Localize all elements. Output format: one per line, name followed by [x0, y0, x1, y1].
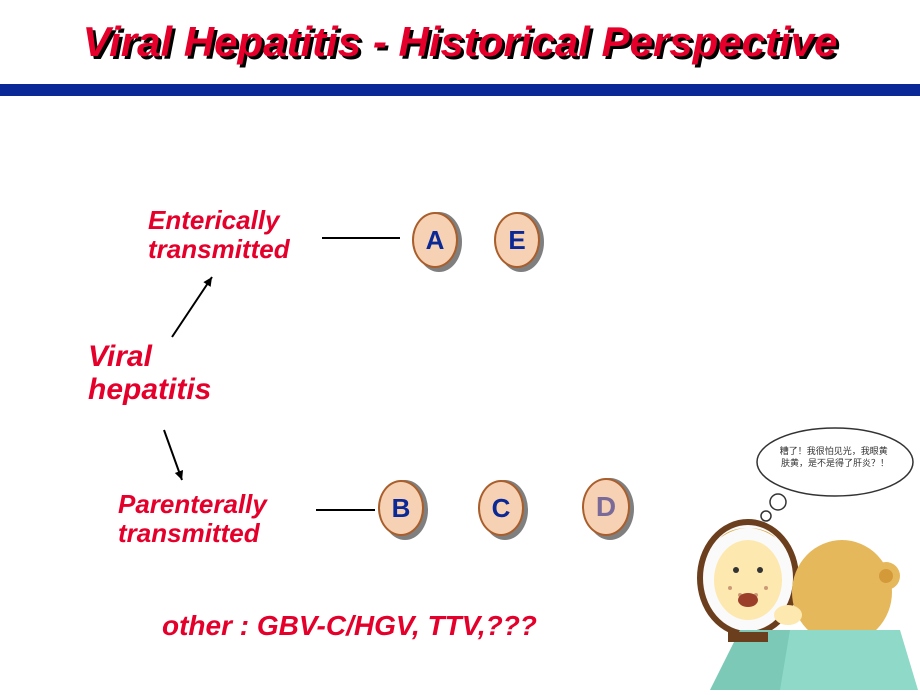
hepatitis-node-b: B [378, 480, 424, 536]
root-label: Viralhepatitis [88, 340, 211, 406]
slide-title: Viral Hepatitis - Historical Perspective [0, 0, 920, 66]
branch-parenteral-label: Parenterallytransmitted [118, 490, 267, 547]
connector-line [316, 509, 375, 511]
divider-bar [0, 84, 920, 96]
cartoon-illustration: 糟了！我很怕见光，我眼黄 肤黄，是不是得了肝炎？！ [670, 420, 920, 690]
hepatitis-node-c: C [478, 480, 524, 536]
arrow-icon [166, 271, 218, 343]
branch-enteric-label: Entericallytransmitted [148, 206, 290, 263]
other-viruses-line: other : GBV-C/HGV, TTV,??? [162, 610, 537, 642]
hepatitis-node-d: D [582, 478, 630, 536]
hepatitis-node-e: E [494, 212, 540, 268]
bubble-line2: 肤黄，是不是得了肝炎？！ [781, 457, 889, 468]
connector-line [322, 237, 400, 239]
title-text: Viral Hepatitis - Historical Perspective [83, 18, 838, 65]
arrow-icon [158, 424, 188, 486]
bubble-line1: 糟了！我很怕见光，我眼黄 [780, 445, 888, 456]
other-text: other : GBV-C/HGV, TTV,??? [162, 610, 537, 641]
hepatitis-node-a: A [412, 212, 458, 268]
